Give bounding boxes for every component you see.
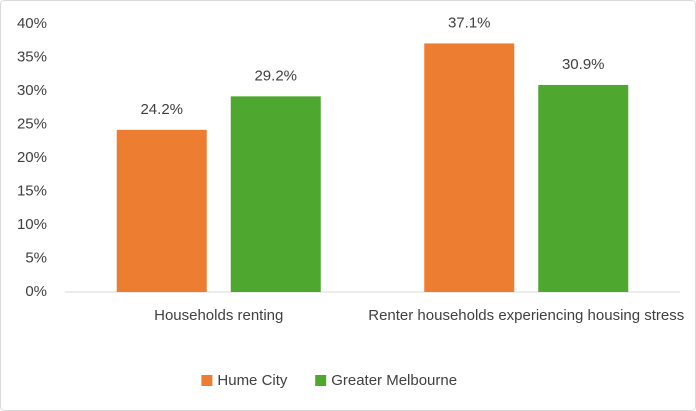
x-tick-label: Households renting (154, 307, 284, 324)
y-tick-label: 0% (25, 283, 47, 300)
bar (116, 129, 207, 292)
legend-swatch (201, 375, 213, 386)
legend-swatch (315, 375, 327, 386)
data-label: 37.1% (448, 14, 491, 31)
legend-label: Greater Melbourne (331, 372, 457, 389)
y-tick-label: 35% (17, 48, 47, 65)
y-tick-label: 5% (25, 249, 47, 266)
bar (538, 84, 629, 292)
data-label: 29.2% (254, 67, 297, 84)
y-tick-label: 15% (17, 182, 47, 199)
data-label: 24.2% (140, 101, 183, 118)
bar (424, 43, 515, 293)
x-tick-label: Renter households experiencing housing s… (368, 307, 685, 324)
legend-label: Hume City (217, 372, 288, 389)
bar (230, 96, 321, 292)
data-label: 30.9% (562, 56, 605, 73)
y-tick-label: 40% (17, 15, 47, 32)
y-tick-label: 25% (17, 115, 47, 132)
y-tick-label: 20% (17, 149, 47, 166)
y-tick-label: 10% (17, 216, 47, 233)
y-tick-label: 30% (17, 82, 47, 99)
